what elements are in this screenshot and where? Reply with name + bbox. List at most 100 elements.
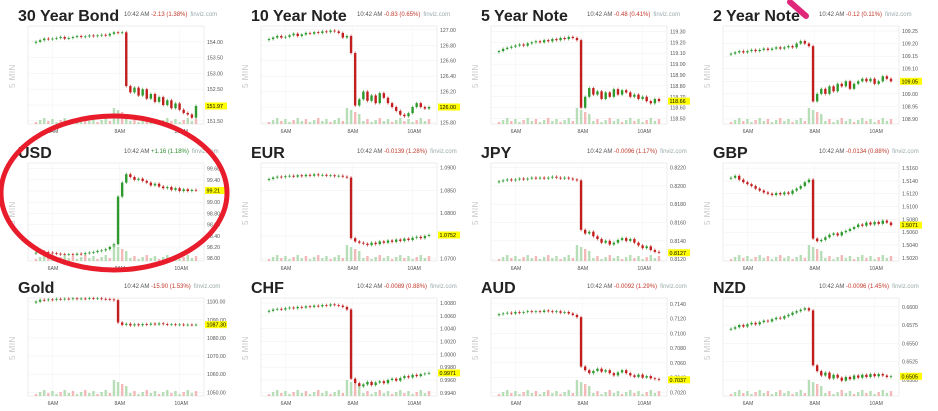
candle [518,310,521,315]
candle [795,42,798,49]
y-tick-label: 119.10 [670,51,686,57]
time-label: 10:42 AM [124,12,152,18]
volume-bar [889,391,893,396]
volume-bar [754,120,757,124]
volume-bar [522,120,525,124]
volume-bar [157,394,161,396]
source-label[interactable]: finviz.com [430,149,457,155]
plot-area [27,297,205,397]
volume-bar [92,256,95,261]
source-label[interactable]: finviz.com [884,12,912,18]
candle [555,37,558,42]
source-label[interactable]: finviz.com [423,12,451,18]
volume-bar [555,391,558,396]
volume-bar [337,390,340,396]
chart-panel-eur[interactable]: 1.09001.08501.08001.07501.07006AM8AM10AM… [239,143,467,274]
candle [588,368,591,375]
volume-bar [75,394,79,396]
chart-panel-10-year-note[interactable]: 127.00 126.80 126.60 126.40 126.20 126.00 125.… [239,6,467,137]
volume-bar [861,255,864,261]
volume-bar [55,259,58,261]
y-tick-label: 118.50 [670,117,686,123]
candle [803,180,807,188]
volume-bar [762,393,766,396]
candle [312,304,316,309]
volume-bar [657,256,661,261]
volume-bar [534,391,538,396]
volume-bar [583,384,587,396]
volume-bar [620,122,624,124]
chart-panel-jpy[interactable]: 0.8220 0.8200 0.8180 0.8160 0.8140 0.8120 6AM 8… [469,143,697,274]
volume-bar [333,392,336,396]
volume-bar [815,249,819,261]
volume-bar [423,258,427,261]
chart-panel-chf[interactable]: 1.0080 1.0060 1.0040 1.0020 1.0000 0.9980 0.99… [239,278,467,409]
volume-bar [345,245,349,261]
source-label[interactable]: finviz.com [190,12,218,18]
source-label[interactable]: finviz.com [191,149,219,155]
candle [600,367,603,374]
volume-bar [378,255,381,261]
source-label[interactable]: finviz.com [660,284,687,290]
chart-panel-aud[interactable]: 0.71400.71200.71000.70800.70600.70400.70… [469,278,697,409]
volume-bar [501,120,505,124]
source-label[interactable]: finviz.com [193,284,221,290]
candle [108,32,112,37]
chart-panel-5-year-note[interactable]: 119.30 119.20 119.10 119.00 118.90 118.80 118.… [469,6,697,137]
volume-bar [362,121,365,124]
candle [419,101,422,109]
volume-bar [100,257,103,261]
volume-bar [787,119,790,124]
chart-panel-2-year-note[interactable]: 109.25 109.20 109.15 109.10 109.05 109.00 108.… [701,6,929,137]
candle [63,35,66,41]
candle [832,84,835,93]
source-label[interactable]: finviz.com [892,284,919,290]
source-label[interactable]: finviz.com [653,12,681,18]
volume-bar [865,258,868,261]
chart-info: 10:42 AM -0.0089 (0.88%) finviz.com [357,284,457,290]
candle [522,43,525,48]
volume-bar [353,249,357,261]
candle [604,90,607,101]
chart-panel-gold[interactable]: 1100.00 1090.00 1080.00 1070.00 1060.00 1050.… [6,278,234,409]
volume-bar [284,391,287,396]
chart-title: 2 Year Note [713,8,800,25]
chart-panel-30-year-bond[interactable]: 154.00153.50153.00152.50152.00151.506AM8… [6,6,234,137]
candle [378,239,381,246]
source-label[interactable]: finviz.com [892,149,919,155]
candle [427,105,431,111]
candle [349,34,353,55]
volume-bar [579,247,583,261]
candle [497,49,501,54]
candle [633,93,636,99]
volume-bar [514,391,517,396]
chart-panel-nzd[interactable]: 0.6600 0.6575 0.6550 0.6525 0.6500 6AM 8AM 10AM… [701,278,929,409]
candle [390,377,394,382]
chart-panel-gbp[interactable]: 1.5160 1.5140 1.5120 1.5100 1.5080 1.5060 1.50… [701,143,929,274]
y-tick-label: 0.9980 [440,365,456,371]
interval-label: 5 MIN [471,64,480,88]
volume-bar [645,392,648,396]
candle [271,308,275,313]
source-label[interactable]: finviz.com [660,149,687,155]
source-label[interactable]: finviz.com [430,284,457,290]
y-tick-label: 0.6550 [902,341,918,347]
x-tick-label: 6AM [511,401,522,407]
chart-panel-usd[interactable]: 99.6099.4099.2099.0098.8098.6098.4098.20… [6,143,234,274]
volume-bar [292,392,295,396]
last-value-label: 109.05 [902,79,919,85]
candle [807,178,811,184]
candle [783,190,786,196]
candle [120,321,124,327]
candle [729,52,733,57]
volume-bar [300,121,304,124]
candle [288,33,291,39]
y-tick-label: 1070.00 [207,354,226,360]
candle [522,310,525,315]
candle [63,297,66,301]
candle [832,373,835,380]
volume-bar [96,394,99,396]
candle [820,87,823,96]
candle [567,310,570,315]
